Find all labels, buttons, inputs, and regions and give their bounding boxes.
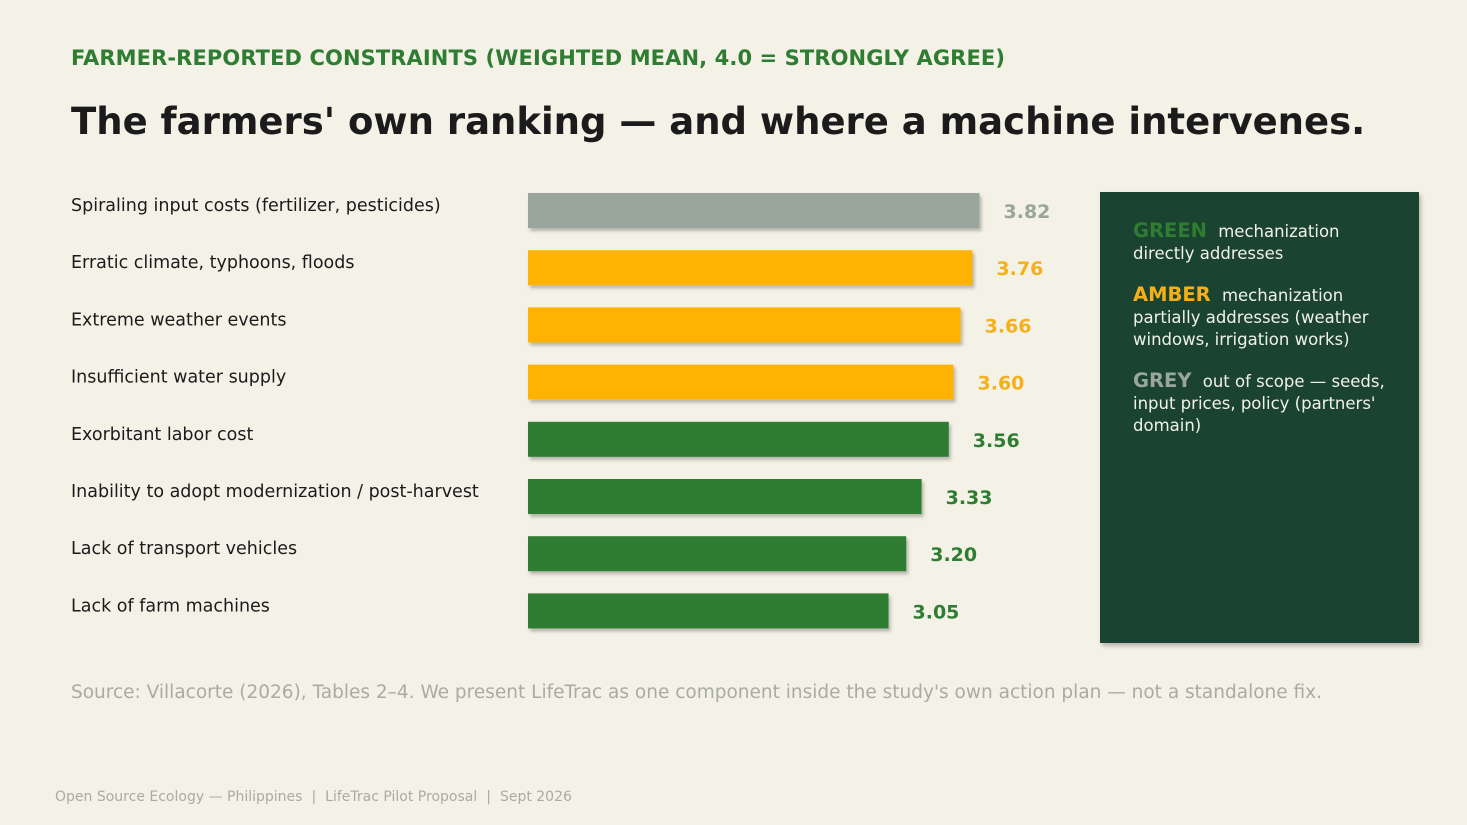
bar xyxy=(528,307,961,343)
category-label: Lack of transport vehicles xyxy=(71,539,297,559)
footer-date: Sept 2026 xyxy=(499,789,572,805)
legend-text-grey: out of scope — seeds, input prices, poli… xyxy=(1133,372,1385,435)
legend-panel: GREEN mechanization directly addresses A… xyxy=(1100,192,1419,643)
legend-item-amber: AMBER mechanization partially addresses … xyxy=(1133,284,1399,351)
bar-value-label: 3.33 xyxy=(946,487,993,509)
legend-key-amber: AMBER xyxy=(1133,283,1211,306)
bar-value-label: 3.56 xyxy=(973,430,1020,452)
legend-key-grey: GREY xyxy=(1133,369,1192,392)
legend-item-green: GREEN mechanization directly addresses xyxy=(1133,220,1399,265)
bar xyxy=(528,479,922,514)
category-label: Extreme weather events xyxy=(71,310,286,330)
footer: Open Source Ecology — Philippines | LifeTr… xyxy=(55,789,572,805)
bar-value-label: 3.20 xyxy=(930,544,977,566)
category-label: Spiraling input costs (fertilizer, pesti… xyxy=(71,196,441,216)
footer-org: Open Source Ecology — Philippines xyxy=(55,789,303,805)
constraints-bar-chart: Spiraling input costs (fertilizer, pesti… xyxy=(71,193,1051,629)
bar xyxy=(528,193,980,228)
category-label: Inability to adopt modernization / post-… xyxy=(71,482,479,502)
category-label: Exorbitant labor cost xyxy=(71,425,253,445)
category-label: Lack of farm machines xyxy=(71,596,270,616)
bar xyxy=(528,250,973,286)
legend-text-green: mechanization directly addresses xyxy=(1133,222,1340,263)
bar xyxy=(528,364,954,400)
headline: The farmers' own ranking — and where a m… xyxy=(71,100,1366,143)
footer-separator: | xyxy=(486,789,491,805)
category-label: Erratic climate, typhoons, floods xyxy=(71,253,354,273)
bar-value-label: 3.05 xyxy=(913,601,960,623)
legend-text-amber: mechanization partially addresses (weath… xyxy=(1133,286,1369,349)
bar xyxy=(528,536,907,572)
category-label: Insufficient water supply xyxy=(71,368,286,388)
footer-separator: | xyxy=(311,789,317,805)
legend-key-green: GREEN xyxy=(1133,219,1207,242)
bar xyxy=(528,421,949,457)
bar-value-label: 3.82 xyxy=(1004,201,1051,223)
eyebrow-title: FARMER-REPORTED CONSTRAINTS (WEIGHTED ME… xyxy=(71,46,1006,70)
bar-value-label: 3.66 xyxy=(985,315,1032,337)
source-note: Source: Villacorte (2026), Tables 2–4. W… xyxy=(71,682,1322,703)
bar-value-label: 3.76 xyxy=(996,258,1043,280)
legend-item-grey: GREY out of scope — seeds, input prices,… xyxy=(1133,370,1399,437)
bar xyxy=(528,593,889,629)
footer-project: LifeTrac Pilot Proposal xyxy=(325,789,478,805)
bar-value-label: 3.60 xyxy=(978,373,1025,395)
